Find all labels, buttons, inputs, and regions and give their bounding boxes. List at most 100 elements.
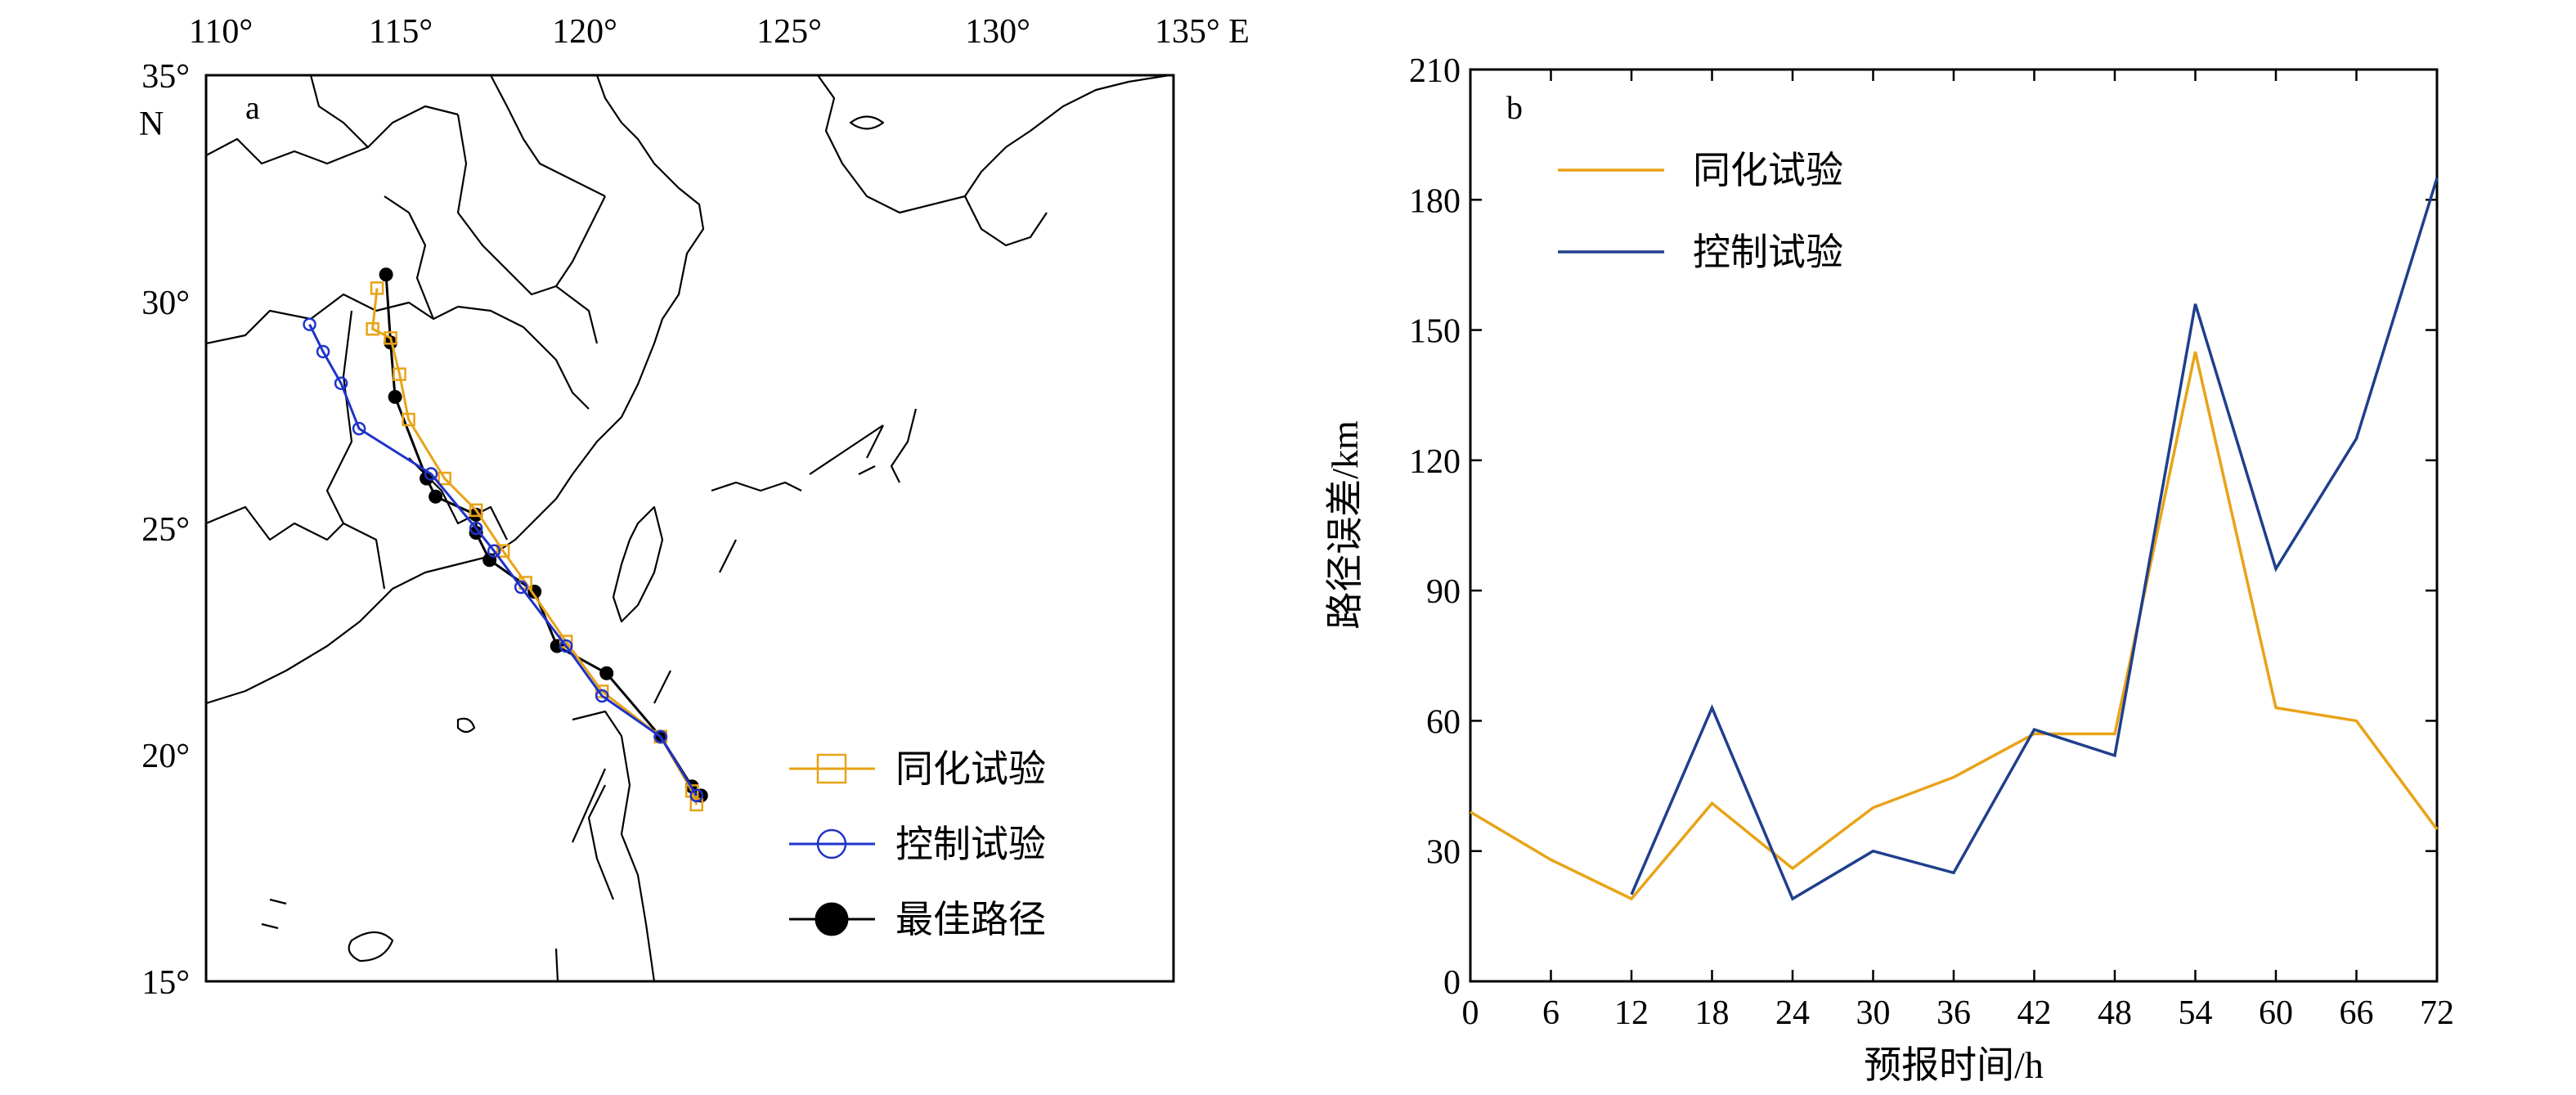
track-point	[303, 317, 316, 331]
lon-tick-label: 120°	[552, 13, 617, 51]
track-point	[316, 344, 330, 359]
land-outline-2	[205, 105, 459, 165]
track-point	[653, 729, 667, 744]
land-outline-6	[205, 505, 344, 541]
track-point	[689, 788, 704, 803]
land-outline-14	[964, 195, 1048, 247]
land-outline-10	[490, 74, 606, 197]
square-icon	[816, 753, 847, 784]
y-axis-label: 路径误差/km	[1324, 420, 1366, 630]
panel-b-label: b	[1506, 89, 1523, 126]
series-line	[1630, 177, 2439, 901]
x-tick-label: 66	[2340, 994, 2374, 1032]
track-point	[402, 412, 415, 427]
lat-tick-label: 15°	[141, 964, 190, 1002]
x-tick-label: 18	[1695, 994, 1730, 1032]
track-point	[496, 544, 510, 558]
land-outline-9	[309, 74, 369, 148]
track-point	[384, 331, 397, 345]
x-tick-label: 36	[1936, 994, 1971, 1032]
track-point	[685, 784, 699, 798]
north-label: N	[139, 105, 164, 143]
typhoon-tracks	[303, 267, 708, 812]
land-outline-3	[456, 114, 599, 344]
track-point	[388, 389, 402, 404]
lon-tick-label: 130°	[965, 13, 1030, 51]
land-outline-5	[325, 310, 386, 590]
lon-tick-label: 125°	[756, 13, 822, 51]
track-point	[518, 576, 532, 590]
legend-item: 同化试验	[1558, 150, 1843, 191]
x-tick-label: 24	[1775, 994, 1810, 1032]
track-point	[559, 639, 573, 653]
track-point	[366, 321, 379, 336]
panel-b-error-chart: b 0 30 60 90 120 150 180 210 0 6 12 18 24 30 36 42 48 54 6…	[1324, 52, 2454, 1086]
track-point	[424, 467, 438, 481]
track-point	[393, 367, 406, 381]
lat-tick-label: 35°	[141, 58, 190, 96]
track-point	[334, 376, 348, 390]
track-point	[352, 421, 366, 436]
land-outline-24	[711, 481, 802, 492]
land-outline-19	[587, 784, 615, 900]
track-point	[469, 526, 483, 541]
chart-frame	[1469, 68, 2439, 983]
track-point	[599, 666, 614, 680]
land-outline-16	[866, 424, 884, 459]
legend-label: 同化试验	[1693, 150, 1843, 191]
track-point	[469, 503, 483, 518]
land-outline-20	[348, 931, 394, 963]
land-outline-1	[205, 293, 459, 345]
track-point	[487, 544, 501, 558]
lon-tick-label: 110°	[189, 13, 253, 51]
circle-filled-icon	[815, 902, 849, 936]
track-point	[469, 521, 483, 536]
series-line	[1470, 351, 2439, 901]
land-outline-8	[384, 195, 435, 320]
lat-tick-label: 20°	[141, 738, 190, 775]
y-tick-label: 90	[1426, 573, 1461, 611]
land-outline-15	[890, 408, 918, 483]
legend-item: 同化试验	[789, 748, 1046, 790]
land-outline-4	[457, 305, 590, 410]
x-tick-label: 42	[2017, 994, 2052, 1032]
land-outline-18	[572, 710, 656, 982]
x-axis-label: 预报时间/h	[1864, 1044, 2044, 1086]
legend-item: 控制试验	[789, 823, 1046, 865]
x-tick-label: 30	[1856, 994, 1891, 1032]
panel-a-map: a 110° 115° 120° 125° 130° 135° E 35° 30° 25° 20…	[139, 13, 1250, 1002]
lon-tick-label: 135° E	[1155, 13, 1250, 51]
track-point	[438, 471, 451, 486]
land-outline-11	[555, 195, 606, 287]
y-tick-label: 210	[1409, 52, 1461, 90]
land-outline-23	[571, 539, 737, 843]
land-outline-21	[261, 898, 287, 930]
y-tick-label: 0	[1443, 964, 1461, 1002]
track-line	[308, 324, 698, 797]
x-tick-label: 12	[1614, 994, 1649, 1032]
x-tick-label: 0	[1462, 994, 1479, 1032]
lat-tick-labels: 35° 30° 25° 20° 15°	[141, 58, 190, 1002]
lon-tick-label: 115°	[369, 13, 433, 51]
track-point	[689, 797, 704, 812]
track-point	[595, 689, 609, 703]
land-outline-0	[205, 74, 705, 705]
track-point	[514, 580, 528, 595]
y-tick-label: 30	[1426, 834, 1461, 872]
lat-tick-label: 30°	[141, 285, 190, 322]
error-lines	[1470, 177, 2439, 901]
x-tick-label: 60	[2259, 994, 2293, 1032]
axis-ticks: 0 30 60 90 120 150 180 210 0 6 12 18 24 30 36 42 48 54 60 6…	[1409, 52, 2454, 1032]
legend-item: 最佳路径	[789, 899, 1046, 940]
legend-label: 最佳路径	[895, 899, 1046, 940]
track-circle-open	[303, 317, 704, 803]
circle-open-icon	[816, 828, 847, 859]
track-point	[379, 267, 393, 282]
y-tick-label: 60	[1426, 703, 1461, 741]
land-outline-25	[809, 424, 884, 475]
track-point	[370, 281, 384, 295]
panel-a-label: a	[245, 89, 260, 126]
y-tick-label: 180	[1409, 182, 1461, 220]
